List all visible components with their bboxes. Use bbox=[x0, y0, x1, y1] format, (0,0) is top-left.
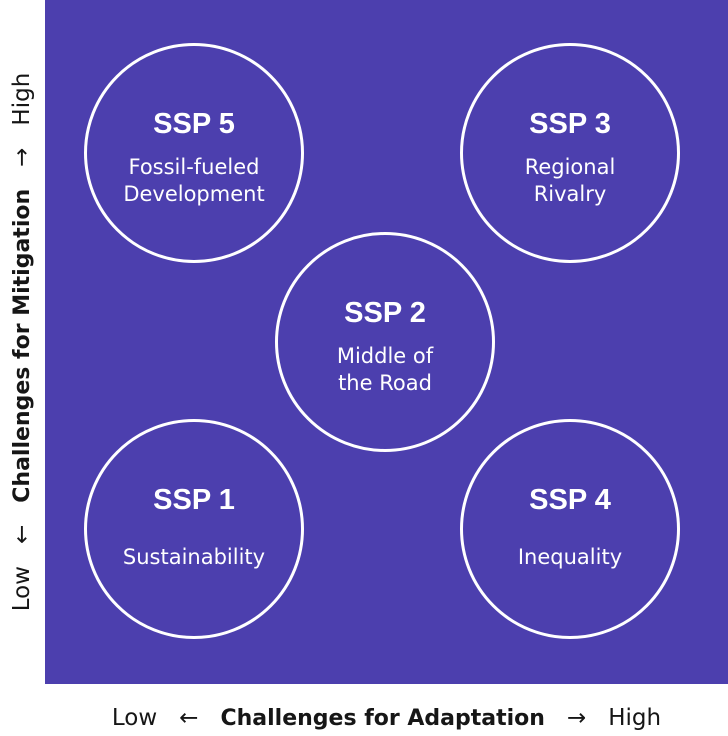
ssp3-circle: SSP 3 Regional Rivalry bbox=[460, 43, 680, 263]
ssp5-name: Fossil-fueled Development bbox=[123, 155, 265, 206]
ssp3-title: SSP 3 bbox=[529, 108, 611, 140]
x-axis-title: Challenges for Adaptation bbox=[220, 705, 545, 731]
ssp4-name: Inequality bbox=[517, 545, 623, 569]
y-axis-low-arrow-icon: ← bbox=[9, 524, 35, 544]
y-axis-title: Challenges for Mitigation bbox=[9, 188, 35, 503]
ssp3-name: Regional Rivalry bbox=[524, 155, 616, 206]
x-axis-high-arrow-icon: → bbox=[566, 705, 587, 731]
y-axis: Low ← Challenges for Mitigation → High bbox=[0, 0, 45, 684]
y-axis-high-arrow-icon: → bbox=[9, 147, 35, 167]
ssp1-title: SSP 1 bbox=[153, 484, 235, 516]
ssp1-circle: SSP 1 Sustainability bbox=[84, 419, 304, 639]
y-axis-label-group: Low ← Challenges for Mitigation → High bbox=[9, 73, 35, 612]
diagram-panel: SSP 5 Fossil-fueled Development SSP 3 Re… bbox=[45, 0, 728, 684]
ssp5-title: SSP 5 bbox=[153, 108, 235, 140]
y-axis-high: High bbox=[9, 72, 35, 126]
x-axis-low: Low bbox=[111, 705, 158, 731]
x-axis-low-arrow-icon: ← bbox=[179, 705, 199, 731]
ssp5-circle: SSP 5 Fossil-fueled Development bbox=[84, 43, 304, 263]
y-axis-low: Low bbox=[9, 566, 35, 612]
x-axis-high: High bbox=[608, 705, 662, 731]
ssp2-name: Middle of the Road bbox=[336, 344, 434, 395]
ssp2-circle: SSP 2 Middle of the Road bbox=[275, 232, 495, 452]
ssp1-name: Sustainability bbox=[122, 545, 266, 569]
x-axis: Low ← Challenges for Adaptation → High bbox=[45, 700, 728, 736]
ssp2-title: SSP 2 bbox=[344, 297, 426, 329]
ssp4-title: SSP 4 bbox=[529, 484, 611, 516]
ssp4-circle: SSP 4 Inequality bbox=[460, 419, 680, 639]
